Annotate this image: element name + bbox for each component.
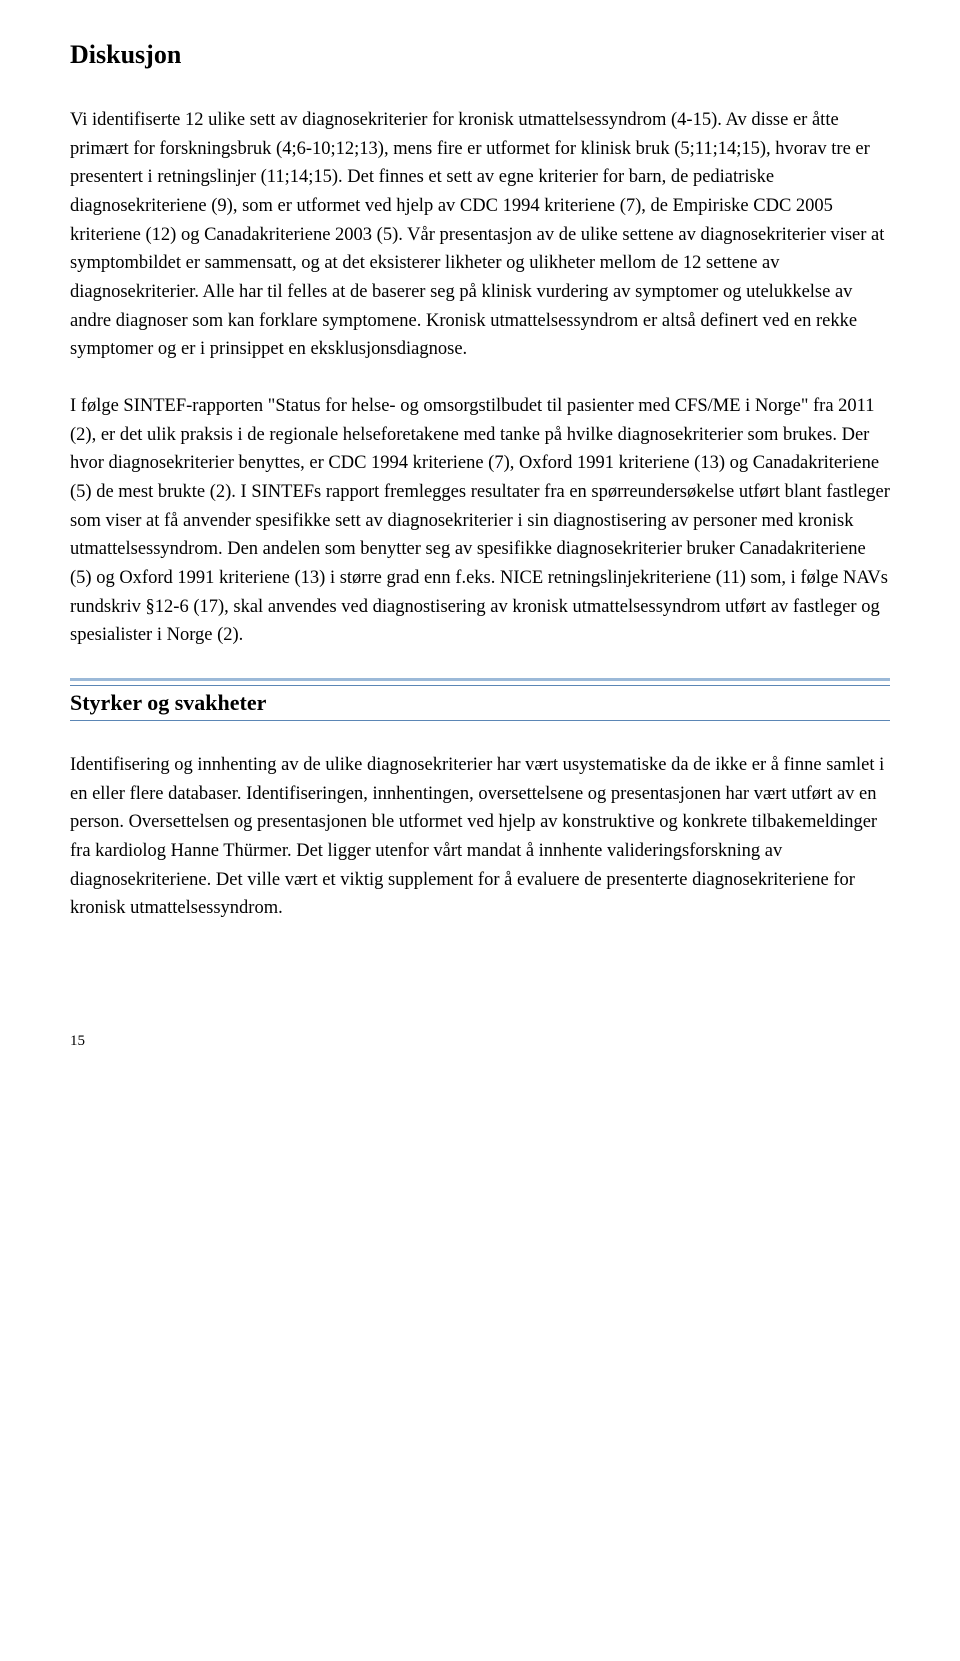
page-heading: Diskusjon	[70, 40, 890, 70]
paragraph-3: Identifisering og innhenting av de ulike…	[70, 751, 890, 923]
rule-thin-top	[70, 685, 890, 686]
page-number: 15	[70, 1033, 890, 1050]
paragraph-2: I følge SINTEF-rapporten "Status for hel…	[70, 392, 890, 650]
subheading: Styrker og svakheter	[70, 690, 890, 716]
rule-top-bar	[70, 678, 890, 681]
rule-thin-bottom	[70, 720, 890, 721]
paragraph-1: Vi identifiserte 12 ulike sett av diagno…	[70, 106, 890, 364]
